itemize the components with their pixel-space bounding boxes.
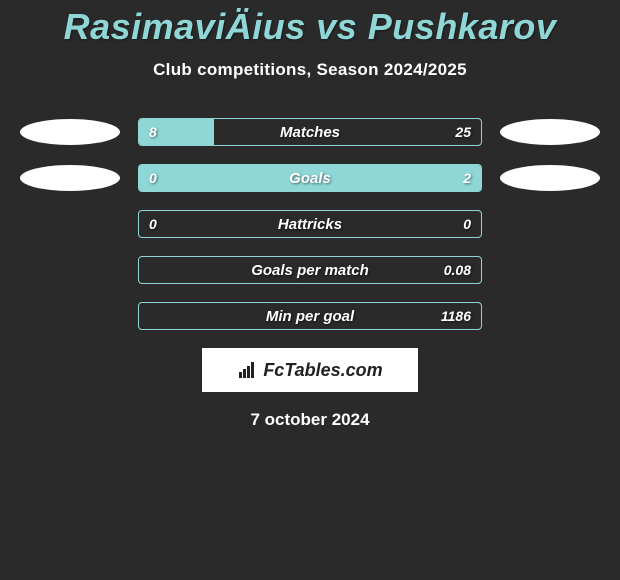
date-text: 7 october 2024 [0, 410, 620, 430]
page-title: RasimaviÄius vs Pushkarov [64, 6, 557, 47]
stat-bar: 02Goals [138, 164, 482, 192]
left-ellipse [20, 303, 120, 329]
brand-text: FcTables.com [263, 360, 382, 381]
stat-row: 1186Min per goal [0, 302, 620, 330]
right-ellipse [500, 211, 600, 237]
bar-values: 8 25 [139, 124, 481, 140]
stats-area: 825Matches02Goals00Hattricks0.08Goals pe… [0, 118, 620, 330]
stat-row: 825Matches [0, 118, 620, 146]
right-value: 1186 [441, 308, 471, 324]
bar-values: 1186 [139, 308, 481, 324]
vs-separator: vs [316, 6, 357, 47]
left-value: 0 [149, 216, 157, 232]
stat-bar: 1186Min per goal [138, 302, 482, 330]
bar-values: 00 [139, 216, 481, 232]
bar-values: 0.08 [139, 262, 481, 278]
brand-box[interactable]: FcTables.com [202, 348, 418, 392]
player2-name: Pushkarov [368, 6, 557, 47]
subtitle: Club competitions, Season 2024/2025 [0, 60, 620, 80]
stat-bar: 825Matches [138, 118, 482, 146]
right-value: 0.08 [444, 262, 471, 278]
left-ellipse [20, 165, 120, 191]
barchart-icon [237, 360, 257, 380]
bar-values: 02 [139, 170, 481, 186]
right-ellipse [500, 257, 600, 283]
stat-bar: 0.08Goals per match [138, 256, 482, 284]
right-value: 0 [463, 216, 471, 232]
left-ellipse [20, 119, 120, 145]
left-ellipse [20, 257, 120, 283]
left-value: 0 [149, 170, 157, 186]
stat-bar: 00Hattricks [138, 210, 482, 238]
stat-row: 0.08Goals per match [0, 256, 620, 284]
left-value: 8 [149, 124, 157, 140]
right-ellipse [500, 303, 600, 329]
right-value: 25 [455, 124, 471, 140]
stat-row: 02Goals [0, 164, 620, 192]
left-ellipse [20, 211, 120, 237]
right-ellipse [500, 165, 600, 191]
right-value: 2 [463, 170, 471, 186]
player1-name: RasimaviÄius [64, 6, 306, 47]
page-title-wrap: RasimaviÄius vs Pushkarov [0, 0, 620, 48]
right-ellipse [500, 119, 600, 145]
stat-row: 00Hattricks [0, 210, 620, 238]
